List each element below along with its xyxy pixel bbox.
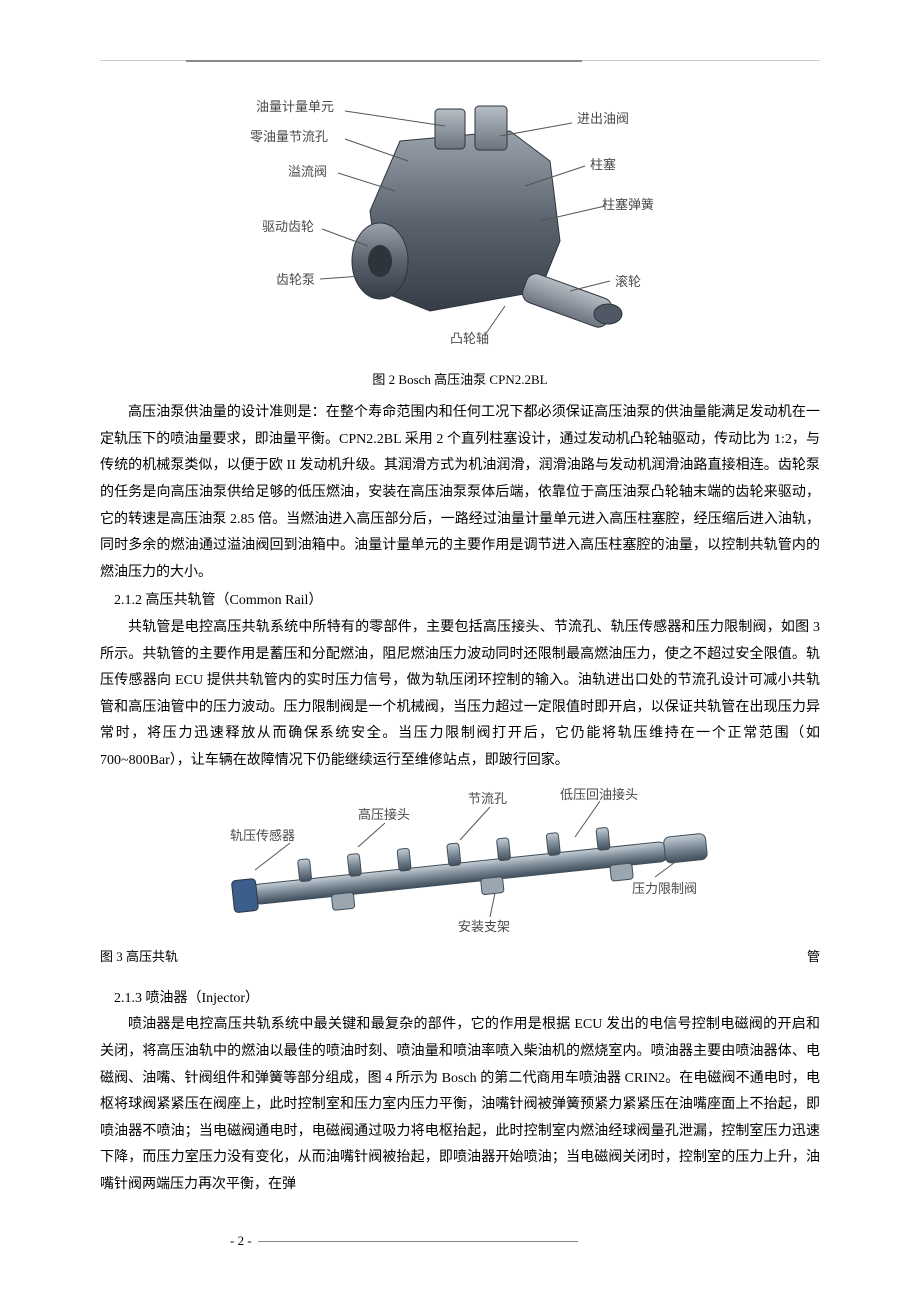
label-gear-pump: 齿轮泵 (276, 272, 315, 287)
figure-3-caption-left: 图 3 高压共轨 (100, 945, 178, 978)
label-hp-connector: 高压接头 (358, 807, 410, 822)
label-metering-unit: 油量计量单元 (256, 99, 334, 114)
section-2-1-3-heading: 2.1.3 喷油器（Injector） (100, 986, 820, 1013)
label-plunger: 柱塞 (590, 157, 616, 172)
label-overflow-valve: 溢流阀 (288, 164, 327, 179)
label-zero-throttle: 零油量节流孔 (250, 129, 328, 144)
paragraph-pump: 高压油泵供油量的设计准则是：在整个寿命范围内和任何工况下都必须保证高压油泵的供油… (100, 400, 820, 586)
page-footer: - 2 - (100, 1229, 820, 1254)
label-throttle-hole: 节流孔 (468, 791, 507, 806)
figure-2-image: 油量计量单元 零油量节流孔 溢流阀 驱动齿轮 齿轮泵 进出油阀 柱塞 柱塞弹簧 … (250, 91, 670, 351)
footer-rule (258, 1241, 578, 1242)
page-number: - 2 - (230, 1233, 252, 1248)
section-2-1-2-heading: 2.1.2 高压共轨管（Common Rail） (100, 588, 820, 615)
label-inout-valve: 进出油阀 (577, 111, 629, 126)
label-lp-return: 低压回油接头 (560, 787, 638, 802)
figure-3-caption-right: 管 (807, 945, 820, 978)
rail-diagram-svg: 轨压传感器 高压接头 节流孔 低压回油接头 压力限制阀 安装支架 (180, 785, 740, 935)
paragraph-common-rail: 共轨管是电控高压共轨系统中所特有的零部件，主要包括高压接头、节流孔、轨压传感器和… (100, 615, 820, 775)
figure-2-caption: 图 2 Bosch 高压油泵 CPN2.2BL (100, 368, 820, 393)
label-pressure-limit: 压力限制阀 (632, 881, 697, 896)
label-rail-sensor: 轨压传感器 (230, 828, 295, 843)
label-camshaft: 凸轮轴 (450, 331, 489, 346)
label-plunger-spring: 柱塞弹簧 (602, 197, 654, 212)
header-rule (100, 60, 820, 61)
figure-2: 油量计量单元 零油量节流孔 溢流阀 驱动齿轮 齿轮泵 进出油阀 柱塞 柱塞弹簧 … (100, 91, 820, 392)
label-drive-gear: 驱动齿轮 (262, 219, 314, 234)
figure-3-image: 轨压传感器 高压接头 节流孔 低压回油接头 压力限制阀 安装支架 (180, 785, 740, 935)
label-mount-bracket: 安装支架 (458, 919, 510, 934)
figure-3: 轨压传感器 高压接头 节流孔 低压回油接头 压力限制阀 安装支架 图 3 高压共… (100, 785, 820, 978)
label-roller: 滚轮 (615, 274, 641, 289)
pump-diagram-svg: 油量计量单元 零油量节流孔 溢流阀 驱动齿轮 齿轮泵 进出油阀 柱塞 柱塞弹簧 … (250, 91, 670, 351)
paragraph-injector: 喷油器是电控高压共轨系统中最关键和最复杂的部件，它的作用是根据 ECU 发出的电… (100, 1012, 820, 1198)
figure-3-caption-row: 图 3 高压共轨 管 (100, 945, 820, 978)
